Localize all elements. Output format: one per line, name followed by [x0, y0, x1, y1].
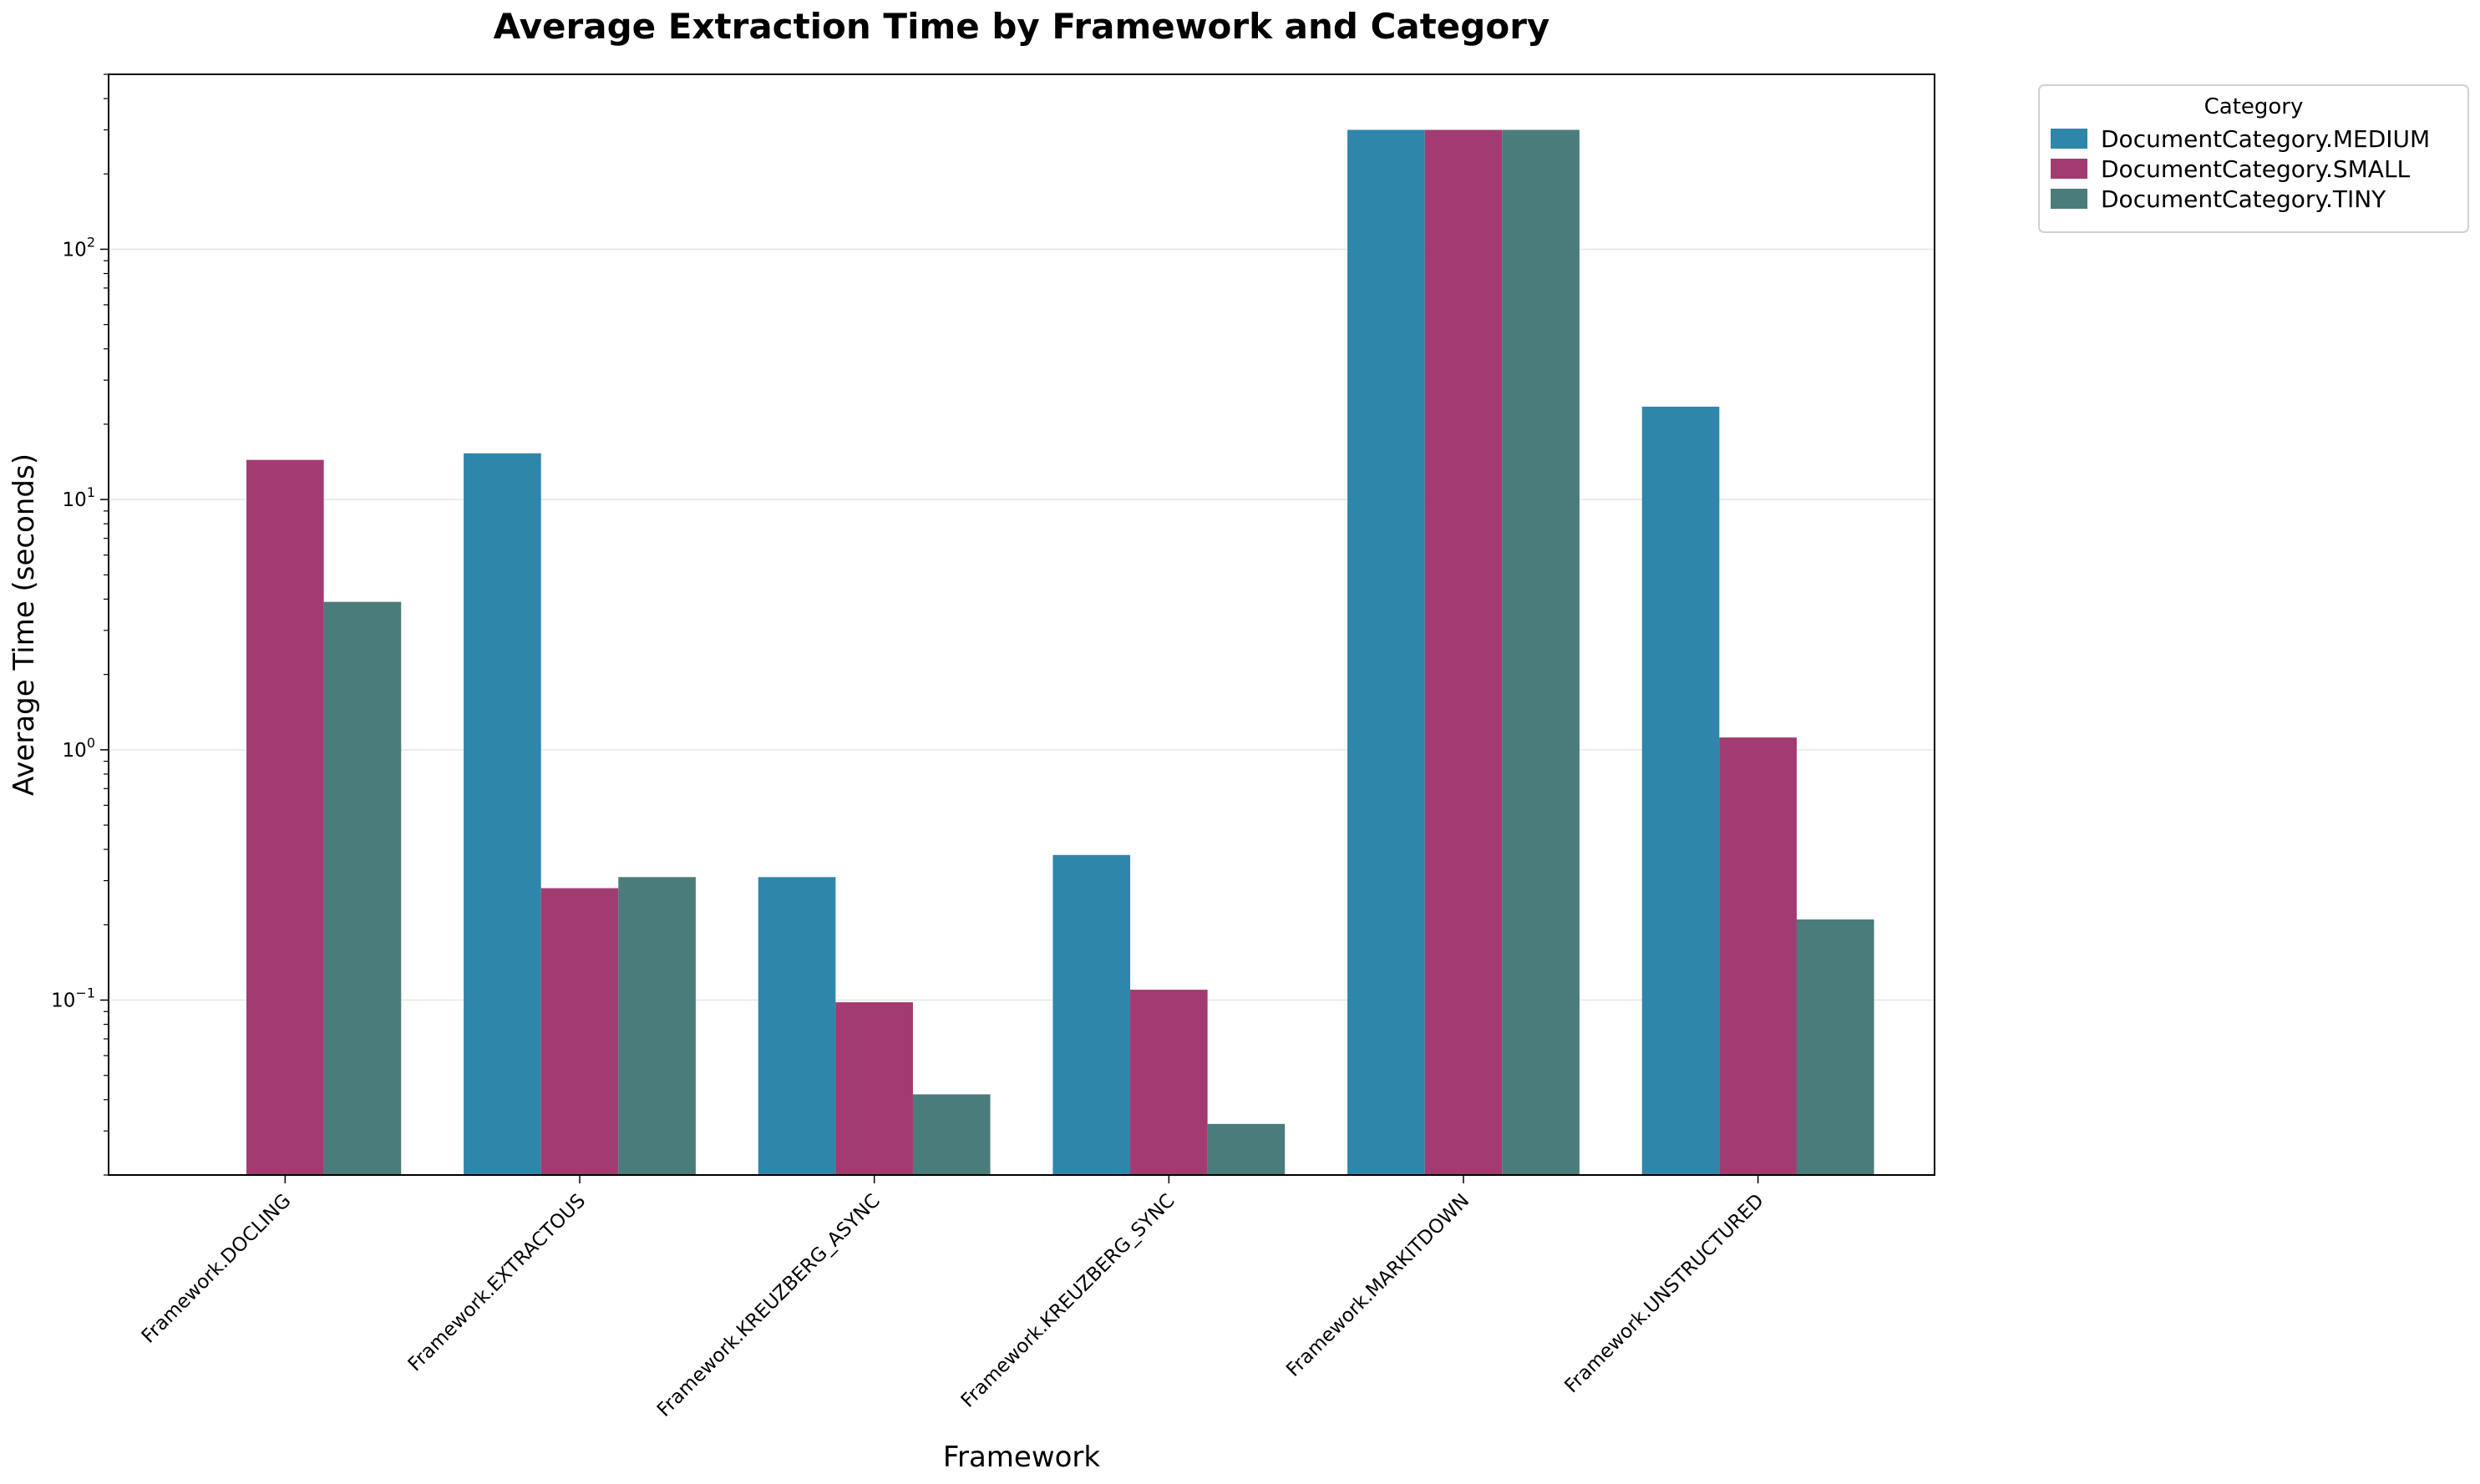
- y-tick-label: 10−1: [51, 985, 95, 1012]
- legend: Category DocumentCategory.MEDIUMDocument…: [2038, 84, 2469, 233]
- bar: [1207, 1123, 1286, 1175]
- y-tick-label: 100: [63, 735, 95, 762]
- legend-swatch: [2051, 189, 2087, 209]
- plot-frame: [108, 73, 1935, 1176]
- x-tick-label: Framework.KREUZBERG_ASYNC: [653, 1190, 885, 1421]
- bar: [835, 1002, 913, 1175]
- x-tick-label: Framework.EXTRACTOUS: [404, 1190, 590, 1375]
- bar: [1347, 129, 1425, 1176]
- bar: [912, 1094, 991, 1175]
- bar: [246, 459, 324, 1175]
- legend-swatch: [2051, 129, 2087, 149]
- bar: [323, 601, 402, 1175]
- legend-label: DocumentCategory.TINY: [2101, 185, 2386, 213]
- bar: [1130, 990, 1208, 1175]
- x-tick-label: Framework.KREUZBERG_SYNC: [957, 1190, 1179, 1412]
- grid-lines: [109, 248, 1935, 1001]
- bars: [246, 129, 1874, 1176]
- x-tick-label: Framework.DOCLING: [138, 1190, 296, 1348]
- y-axis: 10−1 100 101 102: [51, 73, 109, 1176]
- x-tick-label: Framework.UNSTRUCTURED: [1560, 1190, 1767, 1397]
- bar: [1641, 406, 1720, 1175]
- bar: [618, 877, 696, 1175]
- bar: [1796, 919, 1874, 1175]
- y-axis-title: Average Time (seconds): [8, 453, 41, 796]
- chart-title: Average Extraction Time by Framework and…: [494, 6, 1550, 47]
- bar: [540, 888, 619, 1175]
- y-tick-label: 101: [63, 484, 95, 511]
- x-axis-title: Framework: [943, 1441, 1101, 1474]
- legend-title: Category: [2204, 94, 2304, 119]
- bar: [1502, 129, 1580, 1176]
- bar: [758, 877, 836, 1175]
- legend-label: DocumentCategory.MEDIUM: [2101, 125, 2430, 153]
- bar: [1719, 737, 1797, 1175]
- bar: [1052, 854, 1131, 1175]
- x-tick-label: Framework.MARKITDOWN: [1282, 1190, 1473, 1381]
- legend-swatch: [2051, 159, 2087, 179]
- bar: [1424, 129, 1503, 1176]
- legend-box: [2038, 84, 2469, 233]
- legend-label: DocumentCategory.SMALL: [2101, 155, 2411, 183]
- bar: [464, 453, 541, 1175]
- y-tick-label: 102: [63, 234, 95, 261]
- x-axis: Framework.DOCLING Framework.EXTRACTOUS Fra…: [138, 1175, 1768, 1421]
